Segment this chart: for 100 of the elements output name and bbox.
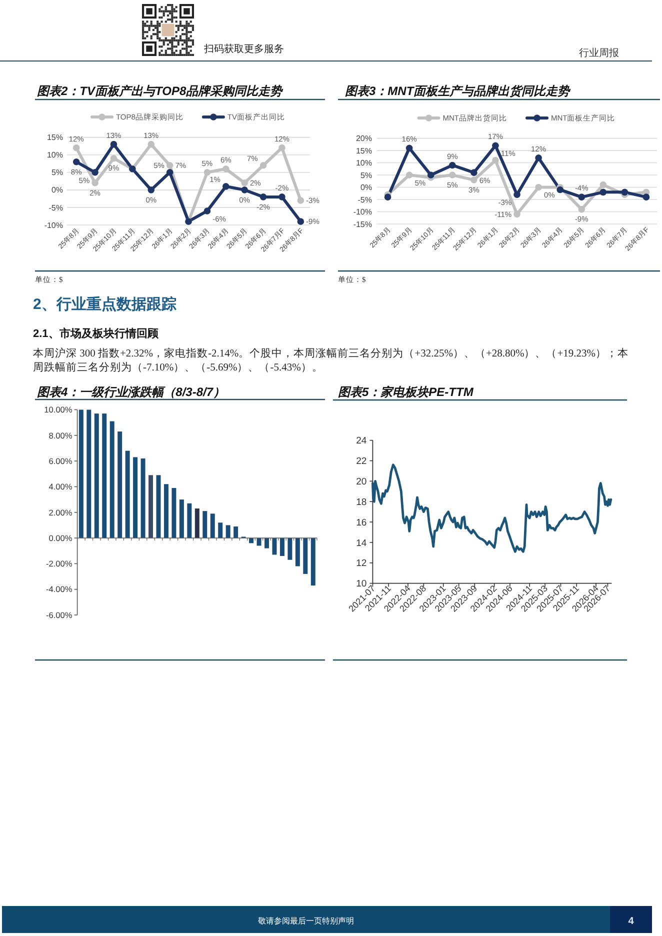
bar (118, 432, 122, 538)
text: 2、行业重点数据跟踪 (33, 296, 176, 313)
point (72, 158, 80, 166)
bar (264, 538, 269, 548)
bar (234, 526, 238, 538)
point (241, 186, 248, 194)
y-tick-label: 15% (46, 133, 63, 142)
y-tick-label: 5% (360, 170, 372, 180)
point (535, 154, 542, 162)
point (600, 181, 607, 188)
bar (288, 538, 292, 560)
bar (295, 538, 300, 566)
bar (226, 525, 230, 538)
point (470, 176, 478, 184)
y-tick-label: 22 (356, 456, 367, 468)
y-tick-label: -5% (358, 195, 372, 204)
y-tick-label: 24 (356, 436, 367, 447)
point (204, 208, 211, 214)
text: 2.1、市场及板块行情回顾 (33, 327, 160, 340)
point (260, 162, 267, 169)
point (222, 165, 230, 172)
chart-title: 图表2：TV面板产出与TOP8品牌采购同比走势 (37, 84, 284, 98)
y-tick-label: 12 (356, 558, 367, 570)
y-tick-label: -6.00% (46, 610, 73, 620)
bar (164, 484, 168, 538)
y-tick-label: -4.00% (46, 584, 73, 594)
point (222, 183, 230, 190)
point (72, 144, 80, 152)
point (621, 188, 628, 196)
y-tick-label: 2.00% (48, 507, 73, 518)
chart-title: 图表4：一级行业涨跌幅（8/3-8/7） (37, 385, 226, 399)
text: 本周沪深 300 指数+2.32%，家电指数-2.14%。个股中，本周涨幅前三名分别为（+32.25%）、（+28.80%）、（+19.23%）；本周跌幅前三名分别为（-7.10%）、（-5.69%）、（-5.43%）。 (33, 346, 629, 374)
point (492, 142, 499, 150)
y-tick-label: 10% (356, 158, 372, 168)
point (448, 162, 456, 169)
point (578, 206, 586, 213)
point (514, 210, 520, 218)
point (514, 191, 520, 198)
y-tick-label: -15% (353, 220, 372, 229)
bar (210, 514, 215, 538)
point (384, 194, 392, 200)
point (427, 172, 434, 178)
chart-title: 图表3：MNT面板生产与品牌出货同比走势 (345, 84, 572, 98)
bar (256, 538, 262, 546)
bar (102, 414, 107, 538)
y-tick-label: 20% (356, 134, 372, 144)
text: 行业周报 (579, 47, 619, 59)
bar (310, 538, 316, 586)
bar (94, 414, 99, 538)
point (470, 169, 478, 176)
y-tick-label: 10% (46, 150, 63, 160)
text: 敬请参阅最后一页特别声明 (258, 916, 354, 926)
bar (218, 522, 223, 538)
y-tick-label: 10 (356, 578, 367, 590)
bar (194, 508, 200, 538)
bar (280, 538, 284, 556)
point (148, 186, 155, 194)
y-tick-label: 0% (360, 183, 372, 192)
y-tick-label: 0% (51, 186, 63, 195)
bar (110, 421, 114, 538)
chart-title: 图表5：家电板块PE-TTM (338, 385, 474, 399)
y-tick-label: 20 (356, 476, 367, 488)
point (148, 140, 155, 148)
bar (133, 457, 138, 538)
point (166, 168, 174, 176)
text: 4 (628, 916, 634, 927)
point (535, 184, 542, 191)
y-tick-label: 16 (356, 517, 367, 528)
point (204, 168, 211, 176)
point (297, 218, 304, 225)
point (492, 156, 499, 164)
y-tick-label: -10% (44, 220, 63, 230)
bar (86, 410, 92, 538)
point (278, 194, 286, 200)
point (92, 180, 98, 186)
bar (272, 538, 277, 555)
point (578, 194, 586, 200)
point (448, 172, 456, 178)
point (297, 197, 304, 204)
bar (202, 511, 208, 538)
point (278, 144, 286, 152)
bar (179, 500, 184, 538)
point (92, 168, 98, 176)
point (241, 180, 248, 186)
y-tick-label: 4.00% (48, 482, 73, 492)
bar (187, 503, 192, 538)
point (260, 194, 267, 200)
bar (172, 488, 176, 538)
point (110, 154, 118, 162)
point (110, 140, 118, 148)
point (556, 186, 564, 194)
bar (125, 450, 130, 538)
text: 扫码获取更多服务 (203, 43, 284, 55)
y-tick-label: -2.00% (46, 558, 73, 569)
y-tick-label: 5% (51, 168, 63, 178)
bar (156, 475, 161, 538)
point (600, 188, 607, 196)
point (406, 144, 413, 152)
point (642, 194, 650, 200)
y-tick-label: 15% (356, 146, 372, 156)
